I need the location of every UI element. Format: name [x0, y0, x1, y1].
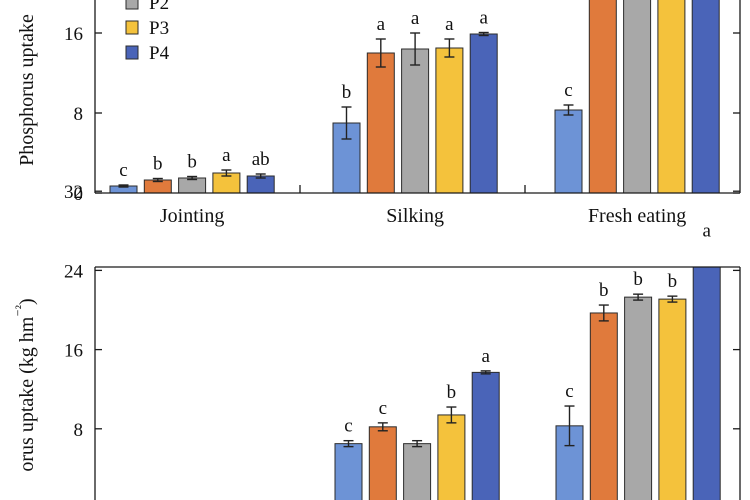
bar-top-P1-silking	[366, 52, 395, 193]
category-label: Fresh eating	[588, 205, 686, 227]
bar-bottom-P2-silking	[403, 443, 432, 500]
bar-top-P3-fresh-eating	[657, 0, 686, 193]
legend-swatch-P2	[125, 0, 139, 10]
significance-letter: c	[564, 80, 572, 101]
bar-bottom-P3-fresh-eating	[658, 298, 687, 500]
bar-bottom-P4-fresh-eating	[692, 267, 721, 500]
bar-top-P4-silking	[469, 33, 498, 193]
bar-bottom-P0-silking	[334, 443, 363, 500]
significance-letter: b	[447, 382, 457, 403]
legend: P2 P3 P4	[125, 0, 170, 64]
bar-top-P4-fresh-eating	[691, 0, 720, 193]
bar-top-P2-jointing	[178, 177, 207, 193]
significance-letter: a	[702, 221, 711, 242]
significance-letter: c	[344, 416, 352, 437]
bar-top-P1-fresh-eating	[588, 0, 617, 193]
chart-panel-bottom: c c c b b b b a a 8 16 24 32 orus uptake (kg hm⁻²)	[14, 182, 741, 500]
significance-letter: c	[379, 398, 387, 419]
significance-letter: b	[599, 280, 609, 301]
significance-letter: c	[119, 160, 127, 181]
significance-letter: a	[479, 8, 488, 29]
y-tick-label: 24	[64, 261, 84, 282]
y-tick-label: 32	[64, 182, 83, 203]
category-label: Jointing	[160, 205, 224, 227]
bar-top-P3-silking	[435, 47, 464, 193]
legend-label-P3: P3	[149, 18, 169, 39]
y-axis-title: orus uptake (kg hm⁻²)	[14, 298, 38, 471]
significance-letter: ab	[252, 149, 270, 170]
significance-letter: a	[222, 145, 231, 166]
significance-letter: b	[668, 271, 678, 292]
significance-letter: a	[411, 8, 420, 29]
bar-bottom-P4-silking	[471, 371, 500, 500]
bar-top-P2-fresh-eating	[623, 0, 652, 193]
legend-label-P2: P2	[149, 0, 169, 14]
y-tick-label: 16	[64, 341, 83, 362]
significance-letter: b	[342, 82, 352, 103]
y-tick-label: 16	[64, 24, 83, 45]
bar-bottom-P1-silking	[368, 426, 397, 500]
legend-label-P4: P4	[149, 43, 170, 64]
plot-area	[109, 0, 720, 193]
bar-bottom-P3-silking	[437, 414, 466, 500]
legend-swatch-P4	[125, 45, 139, 60]
category-label: Silking	[386, 205, 444, 227]
bar-top-P2-silking	[401, 48, 430, 193]
significance-letter: a	[445, 14, 454, 35]
y-tick-label: 8	[74, 104, 84, 125]
significance-letter: b	[187, 152, 197, 173]
legend-swatch-P3	[125, 20, 139, 35]
y-tick-label: 0	[74, 184, 84, 205]
y-tick-label: 8	[74, 420, 84, 441]
plot-area	[334, 267, 721, 500]
bar-bottom-P1-fresh-eating	[589, 312, 618, 500]
y-axis-title: Phosphorus uptake	[16, 14, 38, 166]
significance-letter: a	[377, 14, 386, 35]
significance-letter: b	[153, 154, 163, 175]
significance-letter: b	[633, 269, 643, 290]
bar-bottom-P2-fresh-eating	[624, 296, 653, 500]
significance-letter: a	[481, 346, 490, 367]
bar-top-P0-fresh-eating	[554, 109, 583, 193]
significance-letter: c	[565, 381, 573, 402]
